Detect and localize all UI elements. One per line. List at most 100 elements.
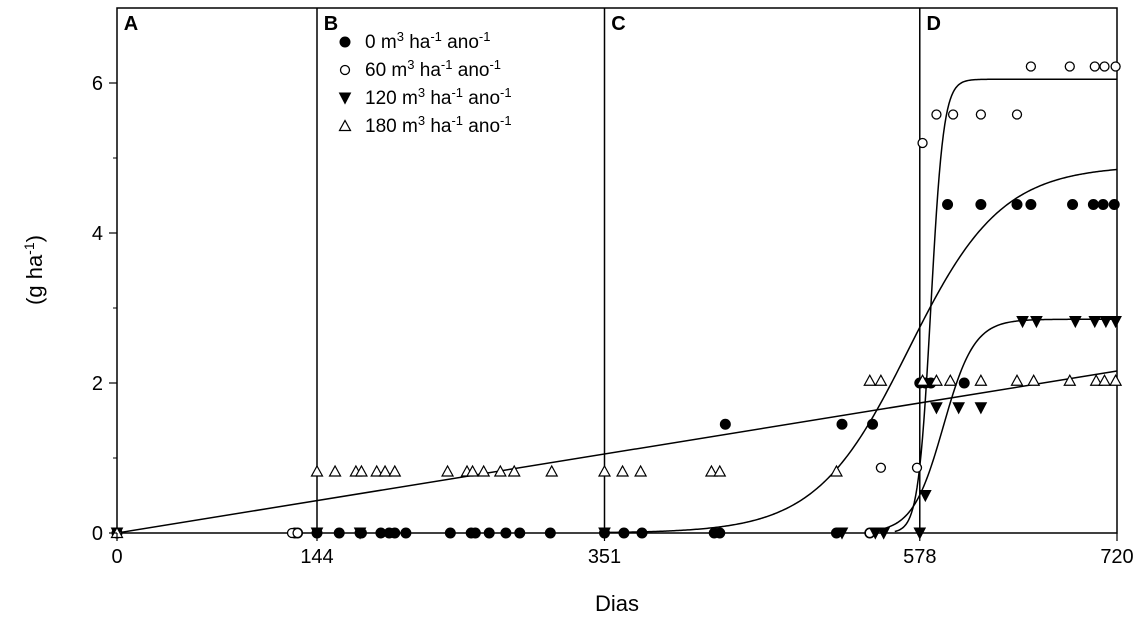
panel-label: C: [611, 13, 625, 35]
data-point: [400, 527, 412, 539]
data-point: [829, 464, 843, 477]
legend-label: 60 m3 ha-1 ano-1: [365, 57, 501, 82]
data-point: [1016, 316, 1029, 329]
data-point: [917, 137, 928, 149]
panel-label: A: [124, 13, 138, 35]
data-point: [469, 527, 481, 539]
data-point: [713, 464, 727, 477]
data-point: [493, 464, 507, 477]
fitted-curve: [894, 78, 1117, 533]
legend-label: 120 m3 ha-1 ano-1: [365, 85, 512, 110]
data-point: [863, 374, 877, 386]
data-point: [1067, 199, 1079, 210]
data-point: [636, 527, 648, 539]
y-tick-label: 6: [92, 73, 103, 95]
data-point: [958, 377, 970, 389]
data-point: [1089, 374, 1103, 386]
data-point: [947, 109, 959, 120]
x-axis-ticks: 0 144 351 578 720: [111, 533, 1134, 568]
data-point: [931, 109, 942, 120]
panel-label: D: [927, 13, 941, 35]
y-axis-ticks: 0 2 4 6: [92, 73, 117, 545]
data-point: [466, 464, 480, 477]
data-point: [1110, 61, 1121, 72]
data-point: [1087, 199, 1099, 210]
data-point: [952, 402, 965, 415]
data-point: [477, 464, 491, 477]
data-point: [353, 527, 367, 540]
data-point: [616, 464, 630, 477]
x-tick-label: 578: [903, 546, 936, 568]
legend-marker: [339, 64, 351, 76]
data-point: [704, 464, 718, 477]
fitted-curve: [604, 168, 1118, 534]
data-point: [500, 527, 512, 539]
data-point: [1063, 374, 1077, 386]
fitted-curves: [116, 78, 1118, 534]
data-point: [942, 199, 954, 210]
y-axis-title: (g ha-1): [21, 235, 47, 305]
data-point: [634, 464, 648, 477]
legend-marker: [338, 92, 352, 105]
data-point: [943, 374, 957, 386]
data-point: [1109, 316, 1122, 329]
data-point: [911, 462, 923, 473]
data-point: [874, 374, 888, 386]
x-tick-label: 351: [588, 546, 621, 568]
x-axis-title: Dias: [595, 591, 639, 616]
data-point: [292, 527, 303, 539]
data-point: [544, 527, 556, 539]
data-point: [1011, 199, 1023, 210]
data-point: [328, 464, 342, 477]
data-point: [545, 464, 559, 477]
data-point: [875, 462, 887, 473]
fitted-curve: [116, 370, 1118, 534]
x-tick-label: 0: [111, 546, 122, 568]
data-point: [441, 464, 455, 477]
x-tick-label: 144: [300, 546, 333, 568]
data-point: [333, 527, 345, 539]
data-point: [930, 402, 943, 415]
legend-label: 180 m3 ha-1 ano-1: [365, 113, 512, 138]
data-point: [836, 418, 848, 430]
series-0-points: [111, 199, 1120, 539]
legend: 0 m3 ha-1 ano-1 60 m3 ha-1 ano-1 120 m3 ha…: [338, 29, 512, 138]
data-point: [597, 464, 612, 477]
data-point: [919, 490, 932, 503]
y-tick-label: 0: [92, 523, 103, 545]
data-point: [370, 464, 384, 477]
data-point: [389, 527, 401, 539]
data-point: [1011, 109, 1023, 120]
data-point: [867, 418, 879, 430]
data-point: [514, 527, 526, 539]
data-point: [1109, 374, 1123, 386]
data-point: [1030, 316, 1043, 329]
data-point: [1088, 316, 1102, 329]
data-point: [835, 527, 849, 540]
panel-labels: A B C D: [124, 13, 941, 35]
data-point: [444, 527, 456, 539]
data-point: [310, 464, 324, 477]
data-point: [1097, 374, 1112, 386]
data-point: [869, 527, 882, 540]
x-tick-label: 720: [1100, 546, 1133, 568]
legend-marker: [339, 36, 351, 48]
data-point: [1025, 199, 1037, 210]
plot-frame: [116, 7, 1118, 534]
data-point: [1025, 61, 1037, 72]
series-2-points: [110, 316, 1122, 540]
data-point: [1010, 374, 1024, 386]
legend-marker: [338, 119, 352, 132]
period-lines: [316, 8, 921, 533]
data-point: [714, 527, 726, 539]
legend-label: 0 m3 ha-1 ano-1: [365, 29, 490, 54]
data-point: [975, 199, 987, 210]
data-point: [1064, 61, 1075, 72]
data-point: [929, 374, 943, 386]
data-point: [483, 527, 495, 539]
data-point: [877, 527, 890, 540]
data-point: [388, 464, 402, 477]
data-points: [110, 61, 1123, 540]
y-tick-label: 2: [92, 373, 103, 395]
